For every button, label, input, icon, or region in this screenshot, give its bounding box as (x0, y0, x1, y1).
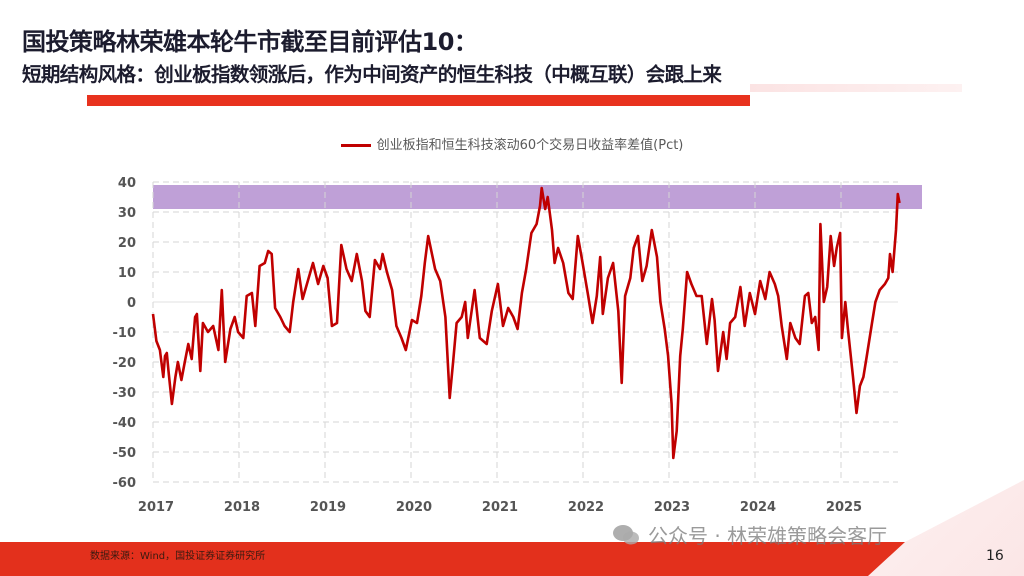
chart-legend: 创业板指和恒生科技滚动60个交易日收益率差值(Pct) (0, 134, 1024, 153)
footer-band (0, 542, 905, 576)
y-tick-label: -40 (113, 416, 137, 431)
page-subtitle: 短期结构风格：创业板指数领涨后，作为中间资产的恒生科技（中概互联）会跟上来 (22, 63, 722, 86)
x-tick-label: 2022 (568, 500, 604, 515)
y-tick-label: -30 (113, 386, 137, 401)
x-tick-label: 2019 (310, 500, 346, 515)
x-tick-label: 2023 (654, 500, 690, 515)
y-tick-label: -10 (113, 326, 137, 341)
y-tick-label: 20 (118, 236, 136, 251)
page-title: 国投策略林荣雄本轮牛市截至目前评估10： (22, 28, 478, 56)
y-tick-label: 30 (118, 206, 136, 221)
data-source: 数据来源：Wind，国投证券证券研究所 (90, 551, 266, 562)
page-number: 16 (986, 548, 1004, 564)
x-tick-label: 2025 (826, 500, 862, 515)
watermark: 公众号 · 林荣雄策略会客厅 (648, 524, 888, 548)
y-tick-label: 10 (118, 266, 136, 281)
y-tick-label: -60 (113, 476, 137, 491)
x-tick-label: 2018 (224, 500, 260, 515)
y-tick-label: 40 (118, 176, 136, 191)
title-accent-bar (87, 95, 750, 106)
y-tick-label: -20 (113, 356, 137, 371)
wechat-icon (613, 525, 639, 545)
series-line (151, 186, 901, 460)
highlight-band (153, 185, 922, 209)
legend-line-swatch (340, 144, 371, 147)
x-tick-label: 2017 (138, 500, 174, 515)
y-tick-label: 0 (127, 296, 136, 311)
x-tick-label: 2020 (396, 500, 432, 515)
x-tick-label: 2021 (482, 500, 518, 515)
x-tick-label: 2024 (740, 500, 776, 515)
title-accent-bar-light (750, 84, 962, 92)
legend-label: 创业板指和恒生科技滚动60个交易日收益率差值(Pct) (376, 138, 684, 153)
y-tick-label: -50 (113, 446, 137, 461)
